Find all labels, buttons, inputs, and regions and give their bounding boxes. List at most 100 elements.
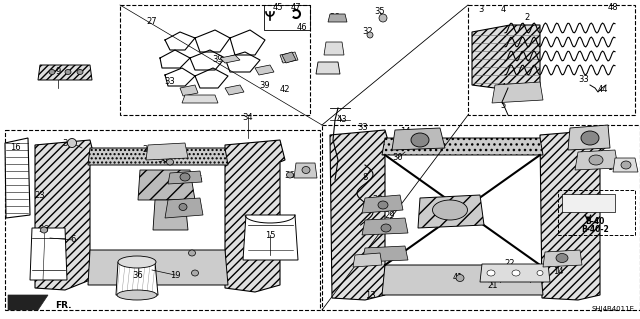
Polygon shape	[220, 55, 240, 63]
Text: 44: 44	[598, 85, 608, 94]
Polygon shape	[480, 264, 550, 282]
Ellipse shape	[77, 70, 83, 75]
Polygon shape	[225, 85, 244, 95]
Text: 27: 27	[147, 18, 157, 26]
Text: 39: 39	[212, 56, 223, 64]
Ellipse shape	[433, 200, 467, 220]
Polygon shape	[180, 85, 198, 96]
Text: 46: 46	[297, 24, 307, 33]
Text: 25: 25	[193, 175, 204, 184]
Text: 9: 9	[56, 68, 61, 77]
Text: 7: 7	[426, 203, 431, 211]
Polygon shape	[568, 125, 610, 150]
Ellipse shape	[456, 275, 464, 281]
Text: 36: 36	[132, 271, 143, 279]
Ellipse shape	[537, 271, 543, 276]
Text: 16: 16	[10, 144, 20, 152]
Text: 33: 33	[579, 76, 589, 85]
Text: 30: 30	[543, 256, 554, 264]
Polygon shape	[30, 228, 67, 280]
Polygon shape	[540, 130, 605, 300]
Polygon shape	[362, 195, 403, 213]
Polygon shape	[575, 150, 618, 170]
Ellipse shape	[118, 256, 156, 268]
Text: 14: 14	[553, 268, 563, 277]
Polygon shape	[8, 295, 48, 310]
Polygon shape	[324, 42, 344, 55]
Polygon shape	[362, 218, 408, 235]
Ellipse shape	[411, 133, 429, 147]
Text: 36: 36	[38, 226, 49, 234]
Text: B-40: B-40	[586, 217, 605, 226]
Ellipse shape	[180, 173, 190, 181]
Polygon shape	[353, 253, 382, 267]
Ellipse shape	[189, 250, 195, 256]
Polygon shape	[182, 95, 218, 103]
Text: 31: 31	[585, 152, 595, 161]
Ellipse shape	[581, 131, 599, 145]
Ellipse shape	[367, 32, 373, 38]
Text: 20: 20	[143, 145, 153, 154]
Text: 47: 47	[291, 4, 301, 12]
Text: 21: 21	[488, 280, 499, 290]
Text: 4: 4	[500, 5, 506, 14]
Text: FR.: FR.	[55, 300, 72, 309]
Text: 4: 4	[500, 84, 506, 93]
Text: 1: 1	[323, 63, 328, 72]
Polygon shape	[328, 14, 347, 22]
Polygon shape	[392, 128, 445, 150]
Polygon shape	[280, 52, 298, 63]
Text: 36: 36	[157, 155, 168, 165]
Text: 5: 5	[500, 100, 506, 109]
Text: 24: 24	[183, 201, 193, 210]
Bar	[468, 5, 635, 115]
Polygon shape	[294, 163, 317, 178]
Polygon shape	[282, 52, 296, 63]
Text: 33: 33	[358, 123, 369, 132]
Ellipse shape	[556, 254, 568, 263]
Polygon shape	[255, 65, 274, 75]
Polygon shape	[543, 250, 582, 267]
Text: B-40-2: B-40-2	[581, 226, 609, 234]
Text: 33: 33	[164, 78, 175, 86]
Text: 2: 2	[524, 13, 530, 23]
Text: 8: 8	[362, 174, 368, 182]
Polygon shape	[165, 198, 203, 218]
Ellipse shape	[287, 172, 294, 178]
Polygon shape	[243, 215, 298, 260]
Polygon shape	[38, 65, 92, 80]
Ellipse shape	[302, 167, 310, 174]
Ellipse shape	[40, 227, 47, 233]
Text: 15: 15	[265, 231, 275, 240]
Text: 17: 17	[607, 164, 618, 173]
Text: 31: 31	[303, 166, 314, 174]
Polygon shape	[138, 170, 195, 200]
Ellipse shape	[67, 138, 77, 147]
Polygon shape	[168, 171, 202, 184]
Bar	[562, 194, 615, 212]
Text: 45: 45	[273, 4, 284, 12]
Ellipse shape	[512, 270, 520, 276]
Text: 41: 41	[452, 273, 463, 283]
Text: 38: 38	[280, 56, 291, 64]
Text: 14: 14	[400, 128, 410, 137]
Ellipse shape	[49, 70, 55, 75]
Bar	[5, 130, 320, 310]
Text: 39: 39	[260, 80, 270, 90]
Polygon shape	[35, 140, 95, 290]
Ellipse shape	[621, 161, 631, 169]
Polygon shape	[472, 25, 540, 90]
Bar	[120, 5, 310, 115]
Ellipse shape	[179, 204, 187, 211]
Text: 34: 34	[243, 114, 253, 122]
Ellipse shape	[379, 14, 387, 22]
Polygon shape	[153, 200, 188, 230]
Text: 33: 33	[500, 88, 511, 98]
Text: 32: 32	[363, 27, 373, 36]
Bar	[558, 190, 635, 235]
Polygon shape	[225, 140, 285, 292]
Text: 10: 10	[515, 273, 525, 283]
Bar	[264, 5, 310, 30]
Text: 28: 28	[372, 226, 383, 234]
Text: 28: 28	[372, 196, 383, 204]
